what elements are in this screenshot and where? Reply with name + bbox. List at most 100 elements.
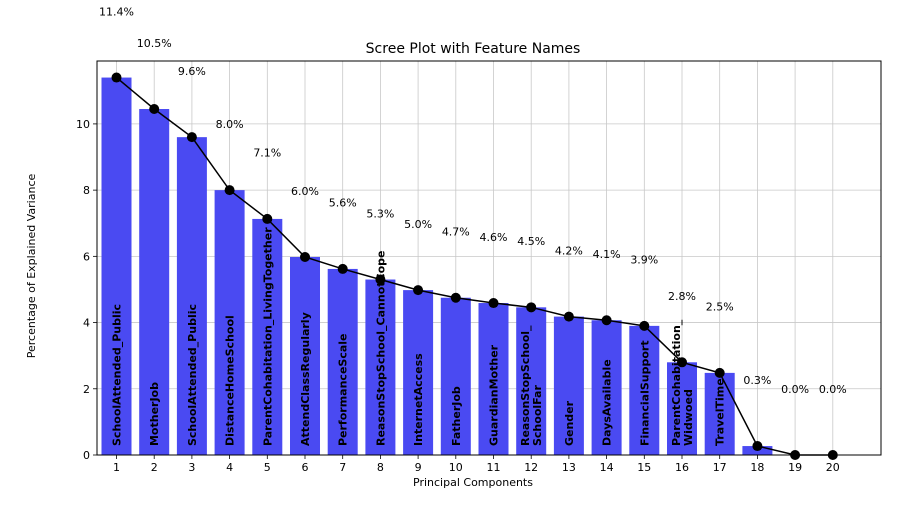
bar [365, 279, 396, 455]
variance-line [116, 76, 833, 456]
line-point [714, 367, 725, 378]
bar-feature-label: FinancialSupport [638, 340, 651, 446]
line-point [186, 132, 197, 143]
bar [440, 297, 471, 455]
x-tick-label: 10 [449, 461, 463, 474]
value-label: 2.5% [706, 301, 734, 314]
y-tick-label: 8 [83, 184, 90, 197]
x-axis-label: Principal Components [413, 476, 533, 489]
bar [667, 362, 697, 455]
line-point [752, 441, 763, 452]
y-tick-label: 4 [83, 317, 90, 330]
bar [327, 268, 358, 455]
chart-title: Scree Plot with Feature Names [366, 41, 581, 57]
value-label: 10.5% [137, 37, 172, 50]
line-point [224, 185, 235, 196]
line-point [375, 274, 386, 285]
bar [403, 290, 434, 455]
value-label: 0.0% [819, 383, 847, 396]
bar-feature-label: GuardianMother [488, 344, 501, 446]
value-label: 4.2% [555, 244, 583, 257]
bar [101, 77, 132, 455]
bar [290, 257, 320, 455]
bar-feature-label: InternetAccess [412, 353, 425, 446]
line-point [601, 315, 612, 326]
bar-feature-label: TravelTime [714, 378, 727, 446]
bar [516, 307, 547, 455]
bar-feature-label: ParentCohabitation_LivingTogether [261, 227, 274, 446]
bar [139, 109, 170, 456]
value-label: 2.8% [668, 290, 696, 303]
bar-feature-label: MotherJob [148, 382, 161, 446]
bar-feature-labels: SchoolAttended_Public MotherJob SchoolAtte… [111, 227, 727, 446]
line-point [677, 357, 687, 368]
bar-feature-label: DaysAvailable [601, 359, 614, 446]
value-label: 3.9% [630, 254, 658, 267]
line-point [488, 298, 499, 309]
line-point [262, 213, 273, 224]
bar-feature-label: SchoolFar [531, 385, 544, 446]
bar [629, 325, 660, 455]
bar-feature-label: FatherJob [450, 386, 463, 446]
value-label: 9.6% [178, 65, 206, 78]
bar-feature-label: ReasonStopSchool_CannotCope [374, 250, 387, 446]
x-tick-label: 4 [226, 461, 233, 474]
value-label: 4.1% [593, 248, 621, 261]
x-tick-label: 7 [339, 461, 346, 474]
value-label: 5.3% [366, 207, 394, 220]
x-tick-label: 9 [415, 461, 422, 474]
bars [101, 77, 773, 456]
line-point [111, 72, 122, 83]
bar-feature-label: ReasonStopSchool_ [519, 325, 532, 446]
line-point [149, 104, 160, 115]
line-point [337, 263, 348, 274]
x-tick-label: 5 [264, 461, 271, 474]
value-label: 5.6% [329, 197, 357, 210]
x-tick-label: 15 [637, 461, 651, 474]
value-label: 5.0% [404, 218, 432, 231]
y-tick-label: 0 [83, 449, 90, 462]
y-tick-label: 6 [83, 250, 90, 263]
line-point [563, 311, 574, 322]
bar-feature-label: SchoolAttended_Public [111, 304, 124, 446]
x-tick-label: 11 [487, 461, 501, 474]
line-point [413, 285, 424, 296]
line-point [639, 320, 650, 331]
bar-feature-label: DistanceHomeSchool [224, 315, 237, 446]
line-point [300, 252, 310, 263]
x-tick-label: 6 [302, 461, 309, 474]
bar [478, 303, 509, 455]
value-label: 0.0% [781, 383, 809, 396]
bar-feature-label: Widwoed [682, 389, 695, 446]
bar [591, 320, 622, 455]
bar-feature-label: ParentCohabitation_ [670, 319, 683, 446]
value-label: 8.0% [216, 118, 244, 131]
x-tick-label: 1 [113, 461, 120, 474]
bar-feature-label: PerformanceScale [337, 333, 350, 446]
cumulative-line [111, 72, 838, 460]
y-axis-label: Percentage of Explained Variance [25, 174, 38, 359]
plot-frame [96, 60, 882, 456]
value-label: 4.5% [517, 235, 545, 248]
x-tick-label: 3 [188, 461, 195, 474]
bar-feature-label: Gender [563, 400, 576, 446]
bar-feature-label: AttendClassRegularly [299, 312, 312, 446]
bar-feature-label: SchoolAttended_Public [186, 304, 199, 446]
value-label: 6.0% [291, 185, 319, 198]
y-tick-label: 2 [83, 383, 90, 396]
x-tick-label: 18 [750, 461, 764, 474]
bar [553, 316, 584, 455]
x-tick-label: 2 [151, 461, 158, 474]
value-label: 11.4% [99, 5, 134, 18]
bar [252, 218, 283, 455]
bar [214, 190, 245, 456]
value-label: 4.6% [480, 231, 508, 244]
x-tick-label: 17 [713, 461, 727, 474]
x-tick-label: 19 [788, 461, 802, 474]
line-point [526, 302, 537, 313]
x-tick-label: 20 [826, 461, 840, 474]
value-label: 7.1% [253, 147, 281, 160]
